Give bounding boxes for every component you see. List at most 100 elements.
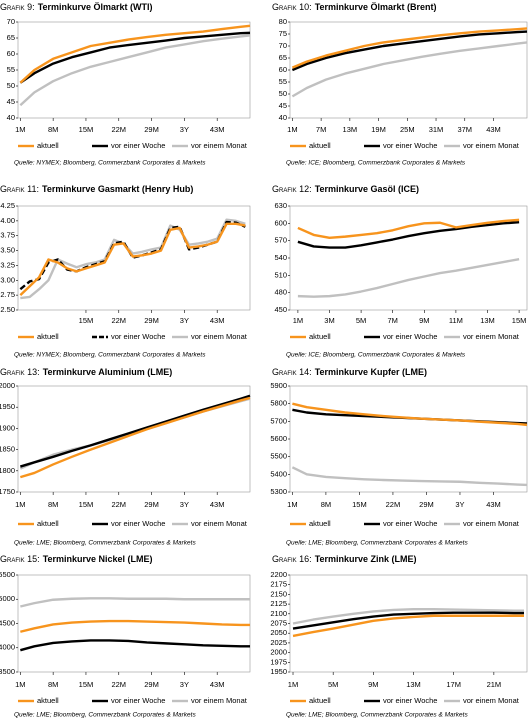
- y-tick-label: 5400: [270, 469, 287, 478]
- chart-title: Grafik 14: Terminkurve Kupfer (LME): [272, 367, 427, 377]
- y-tick-label: 55: [7, 65, 15, 74]
- series-line: [291, 27, 528, 69]
- title-text: Terminkurve Gasöl (ICE): [315, 184, 419, 194]
- series-line: [291, 41, 528, 98]
- plot-frame: [17, 385, 251, 493]
- x-tick-label: 1M: [15, 500, 25, 509]
- x-tick-label: 31M: [429, 125, 444, 134]
- figure-label: Grafik 15:: [0, 554, 40, 564]
- legend-label: aktuell: [309, 519, 331, 528]
- x-tick-label: 22M: [111, 500, 126, 509]
- figure-label: Grafik 14:: [272, 367, 312, 377]
- y-tick-label: 65: [279, 53, 287, 62]
- x-tick-label: 13M: [406, 680, 421, 689]
- legend-label: vor einem Monat: [191, 141, 248, 150]
- plot-frame: [17, 205, 251, 311]
- series-line: [292, 611, 524, 630]
- y-tick-label: 4.25: [0, 201, 15, 210]
- x-tick-label: 19M: [371, 125, 386, 134]
- figure-label: Grafik 12:: [272, 184, 312, 194]
- y-tick-label: 2100: [270, 609, 287, 618]
- legend-label: aktuell: [309, 696, 331, 705]
- legend-label: aktuell: [309, 141, 331, 150]
- source-note: Quelle: LME; Bloomberg, Commerzbank Corp…: [286, 712, 468, 719]
- x-tick-label: 22M: [111, 125, 126, 134]
- x-tick-label: 15M: [79, 500, 94, 509]
- y-tick-label: 1975: [270, 657, 287, 666]
- y-tick-label: 2.50: [0, 305, 15, 314]
- series-line: [292, 607, 524, 625]
- series-line: [297, 218, 520, 239]
- x-tick-label: 22M: [111, 680, 126, 689]
- y-tick-label: 4.00: [0, 216, 15, 225]
- figure-label: Grafik 10:: [272, 2, 312, 12]
- y-tick-label: 70: [279, 41, 287, 50]
- y-tick-label: 570: [274, 236, 287, 245]
- y-tick-label: 3.75: [0, 231, 15, 240]
- series-line: [291, 466, 528, 487]
- chart-title: Grafik 13: Terminkurve Aluminium (LME): [0, 367, 172, 377]
- chart-title: Grafik 9: Terminkurve Ölmarkt (WTI): [0, 2, 153, 12]
- y-tick-label: 15000: [0, 594, 15, 603]
- series-line: [20, 619, 250, 633]
- legend-label: vor einer Woche: [111, 519, 165, 528]
- y-tick-label: 2150: [270, 589, 287, 598]
- figure-label: Grafik 9:: [0, 2, 35, 12]
- x-tick-label: 43M: [210, 680, 225, 689]
- y-tick-label: 65: [7, 33, 15, 42]
- series-line: [20, 218, 246, 300]
- y-tick-label: 2075: [270, 618, 287, 627]
- x-tick-label: 43M: [210, 316, 225, 325]
- y-tick-label: 1850: [0, 445, 15, 454]
- legend-label: vor einem Monat: [191, 519, 248, 528]
- series-line: [19, 34, 251, 107]
- y-tick-label: 5300: [270, 487, 287, 496]
- x-tick-label: 22M: [111, 316, 126, 325]
- y-tick-label: 40: [279, 113, 287, 122]
- title-text: Terminkurve Ölmarkt (Brent): [315, 2, 437, 12]
- x-tick-label: 5M: [328, 680, 338, 689]
- y-tick-label: 13500: [0, 667, 15, 676]
- x-tick-label: 25M: [400, 125, 415, 134]
- y-tick-label: 50: [279, 89, 287, 98]
- figure-label: Grafik 13:: [0, 367, 40, 377]
- legend-label: vor einer Woche: [383, 141, 437, 150]
- y-tick-label: 1900: [0, 423, 15, 432]
- x-tick-label: 9M: [419, 316, 429, 325]
- x-tick-label: 17M: [446, 680, 461, 689]
- source-note: Quelle: NYMEX; Bloomberg, Commerzbank Co…: [14, 352, 206, 359]
- y-tick-label: 5800: [270, 399, 287, 408]
- figure-label: Grafik 16:: [272, 554, 312, 564]
- title-text: Terminkurve Nickel (LME): [43, 554, 153, 564]
- y-tick-label: 2.75: [0, 290, 15, 299]
- series-line: [19, 24, 251, 84]
- x-tick-label: 8M: [321, 500, 331, 509]
- x-tick-label: 29M: [419, 500, 434, 509]
- x-tick-label: 43M: [210, 125, 225, 134]
- x-tick-label: 8M: [48, 680, 58, 689]
- y-tick-label: 14500: [0, 618, 15, 627]
- legend-label: aktuell: [37, 696, 59, 705]
- x-tick-label: 8M: [48, 125, 58, 134]
- x-tick-label: 8M: [48, 500, 58, 509]
- legend-label: vor einem Monat: [463, 519, 520, 528]
- series-line: [20, 639, 250, 652]
- chart-title: Grafik 10: Terminkurve Ölmarkt (Brent): [272, 2, 437, 12]
- x-tick-label: 3Y: [180, 316, 189, 325]
- y-tick-label: 1800: [0, 466, 15, 475]
- x-tick-label: 13M: [343, 125, 358, 134]
- y-tick-label: 630: [274, 201, 287, 210]
- legend-label: aktuell: [37, 332, 59, 341]
- series-line: [20, 597, 250, 608]
- legend-label: aktuell: [37, 141, 59, 150]
- chart-title: Grafik 12: Terminkurve Gasöl (ICE): [272, 184, 419, 194]
- x-tick-label: 7M: [316, 125, 326, 134]
- x-tick-label: 3Y: [180, 125, 189, 134]
- x-tick-label: 15M: [79, 680, 94, 689]
- source-note: Quelle: NYMEX; Bloomberg, Commerzbank Co…: [14, 160, 206, 167]
- x-tick-label: 3Y: [455, 500, 464, 509]
- x-tick-label: 5M: [356, 316, 366, 325]
- x-tick-label: 43M: [210, 500, 225, 509]
- legend-label: vor einer Woche: [111, 332, 165, 341]
- x-tick-label: 1M: [293, 316, 303, 325]
